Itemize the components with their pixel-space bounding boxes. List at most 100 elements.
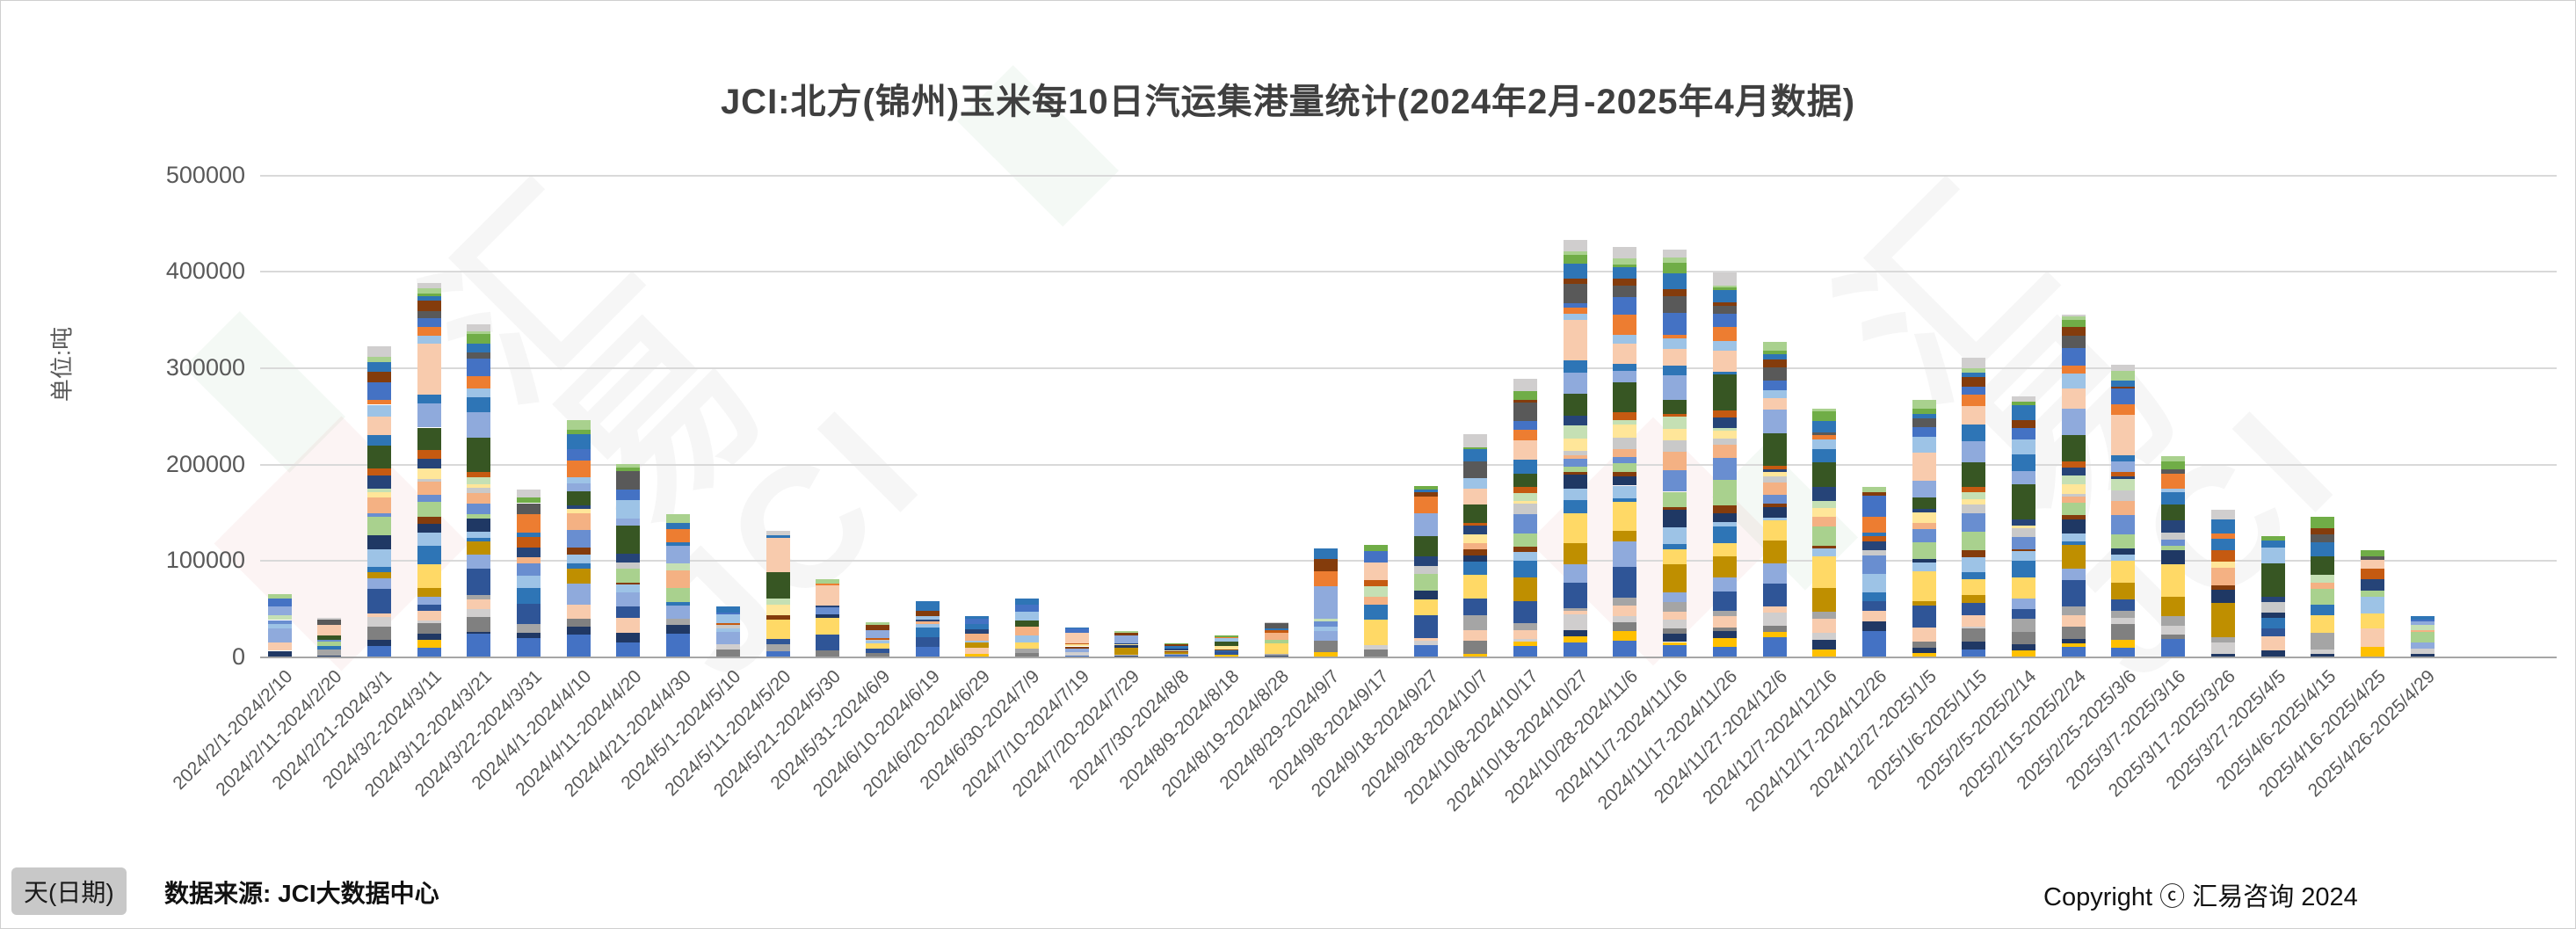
bar-segment [1513,391,1537,400]
bar-segment [417,501,441,518]
bar-segment [2210,550,2235,562]
bar-segment [1613,530,1637,542]
bar-segment [2311,574,2335,584]
stacked-bar [1513,379,1537,657]
bar-segment [1613,498,1637,502]
bar-segment [865,641,889,644]
bar-segment [1513,420,1537,430]
bar-segment [517,624,541,634]
bar-segment [1563,635,1587,643]
bar-segment [915,628,940,638]
bar-segment [1962,491,1986,500]
bar-segment [566,627,591,635]
bar-segment [2012,428,2035,440]
bar-segment [2111,455,2136,461]
bar-segment [417,494,441,502]
stacked-bar [965,615,990,657]
bar-segment [1214,654,1238,657]
bar-segment [2111,364,2136,372]
bar-segment [1663,258,1687,263]
bar-segment [1712,428,1737,431]
bar-segment [1363,562,1388,580]
stacked-bar [865,621,889,657]
bar-segment [566,530,591,548]
bar-segment [1463,489,1488,505]
bar-segment [1463,525,1488,535]
bar-segment [1264,633,1288,641]
bar-segment [1712,341,1737,352]
bar-segment [2260,650,2285,657]
bar-segment [1015,635,1039,643]
bar-segment [666,523,691,530]
bar-segment [2410,629,2435,633]
bar-segment [417,450,441,460]
bar-segment [1762,390,1787,398]
bar-segment [267,615,292,621]
bar-segment [1912,481,1936,497]
bar-segment [517,537,541,548]
bar-segment [1663,440,1687,452]
stacked-bar [2311,516,2335,657]
bar-segment [417,517,441,524]
bar-segment [1962,504,1986,514]
bar-segment [366,404,391,417]
bar-segment [1861,535,1886,541]
bar-segment [1762,517,1787,520]
bar-segment [2210,642,2235,655]
bar-segment [366,488,391,492]
bar-segment [267,598,292,606]
bar-segment [1463,615,1488,630]
bar-segment [965,628,990,635]
stacked-bar [1064,628,1089,657]
bar-segment [715,632,740,644]
bar-segment [1463,629,1488,641]
bar-segment [1613,343,1637,364]
bar-segment [2311,614,2335,634]
bar-segment [1762,351,1787,354]
bar-segment [1812,435,1837,439]
bar-segment [616,642,641,657]
bar-segment [467,343,491,352]
bar-segment [1912,437,1936,454]
bar-segment [467,437,491,472]
bar-segment [1064,644,1089,647]
bar-segment [2311,542,2335,556]
bar-segment [1114,642,1139,644]
bar-segment [566,635,591,657]
bar-segment [1912,652,1936,657]
bar-segment [2161,635,2186,639]
bar-segment [2061,314,2086,317]
bar-segment [1563,475,1587,490]
bar-segment [1363,649,1388,657]
bar-segment [2210,561,2235,569]
bar-segment [417,545,441,565]
bar-segment [965,653,990,657]
bar-segment [467,599,491,609]
bar-segment [417,427,441,450]
bar-segment [715,622,740,626]
bar-segment [467,541,491,555]
bar-segment [1563,302,1587,308]
bar-segment [417,610,441,621]
bar-segment [1413,573,1438,591]
bar-segment [1513,552,1537,561]
bar-segment [766,615,790,621]
bar-segment [267,606,292,615]
bar-segment [2210,602,2235,637]
bar-segment [1912,509,1936,512]
bar-segment [2111,403,2136,415]
bar-segment [1314,585,1339,619]
bar-segment [1015,620,1039,627]
bar-segment [2012,419,2035,429]
bar-segment [715,649,740,657]
bar-segment [1513,546,1537,553]
bar-segment [1712,285,1737,288]
bar-segment [1962,602,1986,616]
bar-segment [2360,559,2384,570]
bar-segment [2210,538,2235,551]
bar-segment [1513,560,1537,578]
bar-segment [1165,648,1189,650]
bar-segment [2161,473,2186,489]
stacked-bar [1165,642,1189,657]
bar-segment [915,615,940,621]
